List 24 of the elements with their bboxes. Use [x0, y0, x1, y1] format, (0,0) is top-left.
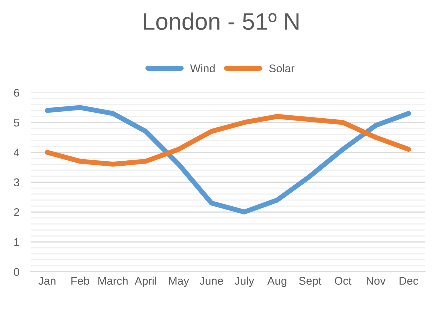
- x-tick-label: May: [169, 277, 190, 288]
- x-tick-label: Oct: [335, 277, 352, 286]
- x-tick-label: June: [200, 277, 224, 286]
- line-series: [45, 105, 412, 215]
- chart-title: London - 51º N: [144, 12, 299, 30]
- y-tick-label: 4: [14, 148, 20, 157]
- y-tick-label: 0: [14, 268, 20, 276]
- x-tick-label: Feb: [72, 276, 90, 286]
- x-tick-label: March: [98, 276, 128, 286]
- x-tick-label: July: [234, 276, 254, 288]
- y-tick-label: 5: [14, 119, 20, 127]
- legend-label: Wind: [190, 64, 215, 73]
- x-tick-label: Aug: [268, 277, 287, 288]
- y-tick-label: 2: [14, 208, 20, 216]
- x-tick-label: Nov: [367, 277, 386, 286]
- x-tick-label: Jan: [38, 277, 56, 286]
- x-tick-label: Dec: [400, 277, 418, 286]
- y-tick-label: 6: [14, 89, 20, 97]
- y-tick-label: 3: [14, 178, 20, 187]
- x-tick-label: April: [134, 276, 156, 288]
- x-tick-label: Sept: [299, 277, 322, 288]
- y-tick-label: 1: [14, 238, 20, 246]
- legend-label: Solar: [269, 64, 295, 73]
- line-series: [45, 114, 412, 167]
